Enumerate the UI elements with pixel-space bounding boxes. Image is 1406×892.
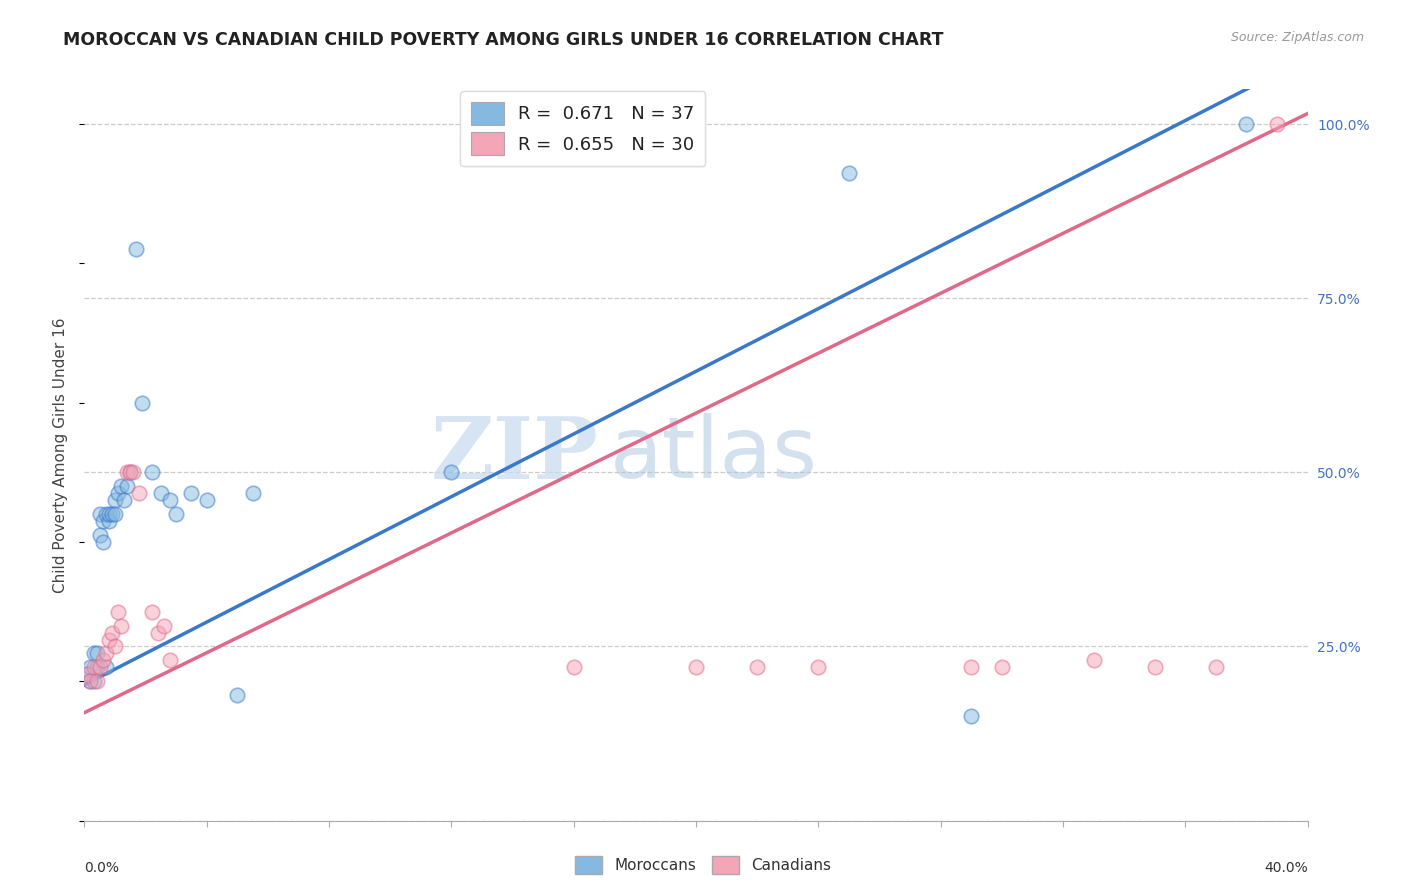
Point bbox=[107, 605, 129, 619]
Point bbox=[1205, 660, 1227, 674]
Point bbox=[76, 667, 98, 681]
Point bbox=[1083, 653, 1105, 667]
Point bbox=[91, 535, 114, 549]
Point bbox=[86, 660, 108, 674]
Point bbox=[91, 514, 114, 528]
Text: atlas: atlas bbox=[610, 413, 818, 497]
Point bbox=[165, 507, 187, 521]
Point bbox=[120, 466, 142, 480]
Point bbox=[747, 660, 769, 674]
Point bbox=[159, 653, 181, 667]
Point bbox=[562, 660, 585, 674]
Point bbox=[104, 493, 127, 508]
Point bbox=[110, 479, 132, 493]
Text: 0.0%: 0.0% bbox=[84, 861, 120, 875]
Point bbox=[960, 709, 983, 723]
Point bbox=[112, 493, 135, 508]
Point bbox=[91, 653, 114, 667]
Point bbox=[1265, 117, 1288, 131]
Point bbox=[838, 166, 860, 180]
Point bbox=[1143, 660, 1166, 674]
Point bbox=[1236, 117, 1258, 131]
Point bbox=[94, 647, 117, 661]
Point bbox=[83, 674, 105, 689]
Point bbox=[141, 605, 163, 619]
Point bbox=[89, 528, 111, 542]
Point bbox=[79, 660, 101, 674]
Text: ZIP: ZIP bbox=[430, 413, 598, 497]
Legend: Moroccans, Canadians: Moroccans, Canadians bbox=[568, 850, 838, 880]
Point bbox=[115, 479, 138, 493]
Point bbox=[101, 625, 124, 640]
Y-axis label: Child Poverty Among Girls Under 16: Child Poverty Among Girls Under 16 bbox=[53, 318, 69, 592]
Point bbox=[104, 507, 127, 521]
Text: 40.0%: 40.0% bbox=[1264, 861, 1308, 875]
Point bbox=[83, 647, 105, 661]
Legend: R =  0.671   N = 37, R =  0.655   N = 30: R = 0.671 N = 37, R = 0.655 N = 30 bbox=[460, 91, 706, 166]
Point bbox=[83, 660, 105, 674]
Point bbox=[115, 466, 138, 480]
Point bbox=[807, 660, 830, 674]
Point bbox=[180, 486, 202, 500]
Point bbox=[79, 674, 101, 689]
Text: MOROCCAN VS CANADIAN CHILD POVERTY AMONG GIRLS UNDER 16 CORRELATION CHART: MOROCCAN VS CANADIAN CHILD POVERTY AMONG… bbox=[63, 31, 943, 49]
Point bbox=[128, 486, 150, 500]
Point bbox=[960, 660, 983, 674]
Point bbox=[149, 486, 172, 500]
Point bbox=[153, 618, 176, 632]
Point bbox=[94, 507, 117, 521]
Point bbox=[86, 674, 108, 689]
Point bbox=[89, 507, 111, 521]
Point bbox=[107, 486, 129, 500]
Point bbox=[120, 466, 142, 480]
Point bbox=[141, 466, 163, 480]
Point bbox=[86, 647, 108, 661]
Point bbox=[110, 618, 132, 632]
Point bbox=[89, 660, 111, 674]
Point bbox=[226, 688, 249, 702]
Point bbox=[146, 625, 169, 640]
Point bbox=[76, 667, 98, 681]
Point bbox=[159, 493, 181, 508]
Point bbox=[440, 466, 463, 480]
Text: Source: ZipAtlas.com: Source: ZipAtlas.com bbox=[1230, 31, 1364, 45]
Point bbox=[122, 466, 145, 480]
Point bbox=[97, 514, 120, 528]
Point bbox=[685, 660, 707, 674]
Point bbox=[104, 640, 127, 654]
Point bbox=[97, 507, 120, 521]
Point bbox=[242, 486, 264, 500]
Point bbox=[79, 674, 101, 689]
Point bbox=[131, 395, 153, 409]
Point bbox=[991, 660, 1014, 674]
Point bbox=[97, 632, 120, 647]
Point bbox=[125, 243, 148, 257]
Point bbox=[101, 507, 124, 521]
Point bbox=[94, 660, 117, 674]
Point bbox=[195, 493, 218, 508]
